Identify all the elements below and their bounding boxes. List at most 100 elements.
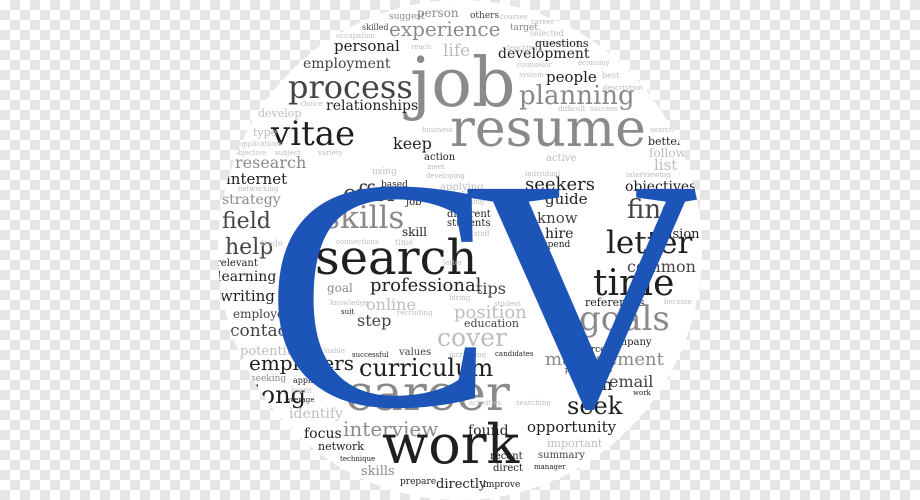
cloud-word: prepare (400, 477, 437, 487)
cloud-word: working (360, 399, 390, 407)
cloud-word: action (424, 152, 456, 163)
cloud-word: counselor (517, 61, 552, 69)
cloud-word: economy (578, 59, 610, 67)
cloud-word: target (510, 23, 538, 33)
cloud-word: networking (238, 185, 279, 193)
cloud-word: seekers (525, 174, 595, 195)
cloud-word: searching (516, 399, 551, 407)
cloud-word: learn (291, 386, 313, 395)
cloud-word: found (468, 423, 509, 439)
cloud-word: search (650, 126, 674, 134)
cloud-word: skill (402, 225, 427, 239)
cloud-word: different (447, 209, 491, 220)
cloud-word: find (627, 195, 678, 225)
cloud-word: hire (545, 226, 574, 242)
cloud-word: trade (261, 239, 283, 248)
cloud-word: long (253, 381, 306, 409)
cloud-word: education (464, 317, 519, 330)
cloud-word: life (443, 41, 471, 61)
cloud-word: hiring (449, 294, 471, 302)
cloud-word: manager (534, 463, 566, 471)
cloud-word: follow (649, 146, 686, 160)
cloud-word: average (286, 396, 315, 404)
cloud-word: increasing (449, 351, 487, 359)
cloud-word: field (222, 209, 271, 234)
cloud-word: technique (340, 455, 376, 463)
cloud-word: experience (389, 17, 501, 41)
cloud-word: vitae (271, 114, 356, 154)
cloud-word: relationships (326, 98, 419, 114)
cloud-word: resume (450, 99, 646, 159)
cloud-word: skills (361, 464, 395, 479)
cloud-word: difficult (558, 105, 586, 113)
cloud-word: potential (240, 344, 299, 359)
cloud-word: description (603, 84, 643, 92)
cloud-word: improve (483, 480, 521, 490)
cloud-word: direct (493, 463, 523, 474)
cloud-word: type (253, 126, 278, 139)
cloud-word: cover (437, 323, 507, 352)
cloud-word: learning (218, 269, 277, 285)
cloud-word: questions (535, 37, 589, 50)
cloud-word: job (410, 44, 516, 123)
cloud-word: seeking (251, 374, 287, 384)
cloud-word: individual (525, 170, 561, 178)
cloud-word: variety (318, 149, 343, 157)
cloud-word: suggest (389, 12, 425, 22)
cloud-word: planning (519, 81, 635, 111)
cloud-word: vision (661, 227, 700, 242)
cloud-word: common (627, 257, 696, 276)
cloud-word: person (417, 6, 459, 20)
cloud-word: work (382, 413, 520, 476)
cloud-word: time (395, 238, 414, 247)
cloud-word: skilled (362, 23, 389, 32)
cloud-word: become (664, 298, 692, 306)
cloud-word: process (288, 68, 413, 106)
cloud-word: seek (567, 392, 623, 420)
cloud-word: work (633, 389, 651, 397)
cloud-word: values (399, 347, 432, 358)
cloud-word: successful (352, 351, 389, 359)
cloud-word: letter (606, 225, 693, 261)
cloud-word: personal (334, 37, 400, 55)
cloud-word: writing (220, 287, 275, 305)
cv-hero-letters: CV (264, 112, 702, 477)
cloud-word: recruiting (397, 309, 433, 317)
cloud-word: objectives (625, 179, 697, 195)
cloud-word: time (593, 263, 675, 304)
cloud-word: know (537, 209, 578, 227)
cloud-word: position (454, 302, 527, 323)
cloud-word: online (366, 295, 416, 314)
cloud-word: business (422, 126, 453, 134)
cloud-word: using (372, 167, 397, 177)
cloud-word: activities (469, 399, 502, 407)
cloud-word: teaching (507, 44, 538, 52)
cloud-word: interviewing (626, 171, 671, 179)
cloud-word: people (546, 68, 597, 86)
cloud-word: management (545, 349, 664, 370)
cloud-word: researching (442, 198, 485, 206)
cloud-word: courses (500, 13, 528, 21)
cloud-word: develop (258, 107, 302, 120)
cloud-word: internet (226, 170, 288, 188)
cloud-word: focus (304, 426, 342, 442)
cloud-word: research (235, 153, 307, 172)
cloud-word: others (470, 11, 500, 21)
cloud-word: career (531, 18, 555, 26)
cloud-word: employers (249, 351, 354, 375)
cloud-word: important (547, 437, 603, 450)
cloud-word: opportunity (527, 418, 617, 436)
cloud-word: development (498, 46, 590, 62)
cloud-word: references (585, 296, 645, 309)
cloud-word: best (602, 71, 620, 80)
cloud-word: goal (327, 281, 353, 295)
cloud-word: company (606, 337, 652, 348)
cloud-word: help (225, 235, 274, 260)
cloud-word: list (654, 156, 678, 174)
cloud-word: students (447, 218, 491, 229)
cloud-word: tips (476, 279, 506, 298)
cloud-word: objective (234, 149, 267, 157)
cloud-word: reach (411, 43, 432, 51)
cloud-word: selected (530, 29, 564, 38)
cloud-word: recent (490, 451, 523, 462)
